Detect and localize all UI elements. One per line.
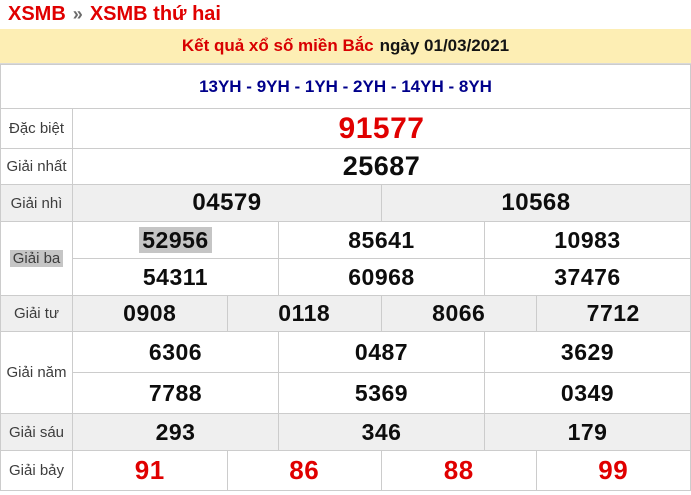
prize-cell: 60968: [278, 258, 485, 296]
prize-cell: 7712: [535, 295, 691, 332]
prize-cell: 86: [226, 450, 382, 491]
breadcrumb-separator: »: [72, 4, 83, 24]
prize-cell: 91577: [72, 108, 691, 149]
fifth-prize-number: 7788: [148, 379, 203, 406]
prize-cell: 85641: [278, 221, 485, 259]
row-giai-ba-2: 54311 60968 37476: [1, 258, 691, 296]
seventh-prize-number: 91: [134, 455, 165, 485]
row-giai-tu: Giải tư 0908 0118 8066 7712: [0, 295, 691, 332]
breadcrumb-link-xsmb[interactable]: XSMB: [8, 3, 66, 25]
prize-label-dac-biet: Đặc biệt: [0, 108, 73, 149]
results-table: 13YH - 9YH - 1YH - 2YH - 14YH - 8YH Đặc …: [0, 64, 691, 491]
row-giai-nam-2: 7788 5369 0349: [1, 372, 691, 414]
sixth-prize-number: 179: [567, 418, 608, 445]
prize-cell: 04579: [72, 184, 382, 222]
first-prize-number: 25687: [342, 151, 421, 181]
prize-cell: 5369: [278, 372, 485, 414]
row-giai-nhi: Giải nhì 04579 10568: [0, 184, 691, 222]
fifth-prize-number: 0487: [354, 338, 409, 365]
prize-label-giai-bay: Giải bảy: [0, 450, 73, 491]
banner-date: ngày 01/03/2021: [379, 36, 510, 55]
third-prize-number: 85641: [348, 226, 415, 253]
prize-cell: 91: [72, 450, 228, 491]
fifth-prize-number: 5369: [354, 379, 409, 406]
row-dac-biet: Đặc biệt 91577: [0, 108, 691, 149]
third-prize-number: 37476: [554, 263, 621, 290]
prize-cell: 293: [72, 413, 279, 451]
fifth-prize-number: 0349: [560, 379, 615, 406]
prize-cell: 7788: [72, 372, 279, 414]
sixth-prize-number: 346: [361, 418, 402, 445]
prize-label-giai-nam: Giải năm: [0, 331, 73, 414]
banner-title: Kết quả xổ số miền Bắc: [181, 36, 374, 55]
special-prize-number: 91577: [338, 111, 425, 145]
prize-label-giai-nhi: Giải nhì: [0, 184, 73, 222]
row-giai-nam-1: Giải năm 6306 0487 3629: [0, 331, 691, 414]
seventh-prize-number: 88: [443, 455, 474, 485]
row-giai-sau: Giải sáu 293 346 179: [0, 413, 691, 451]
fourth-prize-number: 8066: [432, 300, 486, 326]
fifth-prize-number: 6306: [148, 338, 203, 365]
prize-cell: 10983: [484, 221, 691, 259]
breadcrumb: XSMB » XSMB thứ hai: [0, 0, 691, 29]
second-prize-number: 10568: [501, 189, 571, 216]
loto-summary-row: 13YH - 9YH - 1YH - 2YH - 14YH - 8YH: [0, 64, 691, 109]
prize-cell: 0908: [72, 295, 228, 332]
prize-cell: 99: [535, 450, 691, 491]
third-prize-number: 10983: [554, 226, 621, 253]
prize-cell: 0487: [278, 331, 485, 373]
prize-cell: 88: [381, 450, 537, 491]
prize-label-giai-sau: Giải sáu: [0, 413, 73, 451]
breadcrumb-link-current[interactable]: XSMB thứ hai: [89, 3, 221, 25]
seventh-prize-number: 86: [289, 455, 320, 485]
result-banner: Kết quả xổ số miền Bắc ngày 01/03/2021: [0, 29, 691, 64]
fourth-prize-number: 0908: [123, 300, 177, 326]
second-prize-number: 04579: [192, 189, 262, 216]
row-giai-bay: Giải bảy 91 86 88 99: [0, 450, 691, 491]
prize-cell: 0118: [226, 295, 382, 332]
prize-cell: 10568: [381, 184, 691, 222]
prize-cell: 6306: [72, 331, 279, 373]
prize-cell: 37476: [484, 258, 691, 296]
row-giai-nhat: Giải nhất 25687: [0, 148, 691, 185]
fourth-prize-number: 0118: [278, 300, 331, 326]
row-giai-ba-1: Giải ba 52956 85641 10983: [0, 221, 691, 296]
third-prize-number: 54311: [142, 263, 209, 290]
prize-cell: 179: [484, 413, 691, 451]
prize-cell: 25687: [72, 148, 691, 185]
sixth-prize-number: 293: [155, 418, 196, 445]
prize-cell: 346: [278, 413, 485, 451]
prize-cell: 3629: [484, 331, 691, 373]
fourth-prize-number: 7712: [586, 300, 640, 326]
third-prize-number-selected: 52956: [139, 226, 212, 253]
prize-cell: 0349: [484, 372, 691, 414]
prize-cell: 8066: [381, 295, 537, 332]
prize-cell: 54311: [72, 258, 279, 296]
prize-label-giai-tu: Giải tư: [0, 295, 73, 332]
fifth-prize-number: 3629: [560, 338, 615, 365]
prize-cell: 52956: [72, 221, 279, 259]
prize-label-giai-ba: Giải ba: [0, 221, 73, 296]
third-prize-number: 60968: [348, 263, 415, 290]
seventh-prize-number: 99: [598, 455, 629, 485]
prize-label-giai-nhat: Giải nhất: [0, 148, 73, 185]
selected-label-text: Giải ba: [9, 250, 64, 267]
loto-summary-text: 13YH - 9YH - 1YH - 2YH - 14YH - 8YH: [199, 76, 492, 96]
